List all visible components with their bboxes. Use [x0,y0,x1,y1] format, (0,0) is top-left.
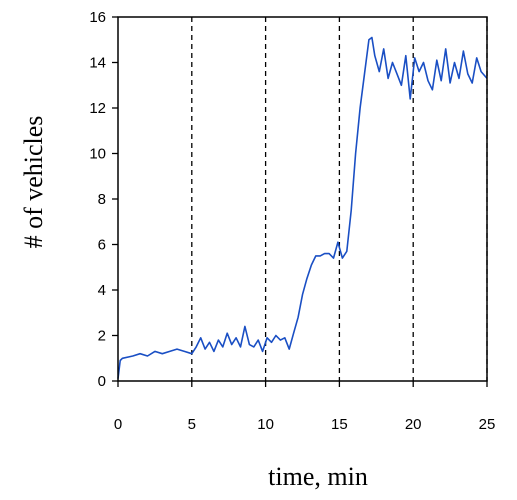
y-tick-label-0: 0 [98,373,106,390]
x-tick-label-5: 5 [188,416,196,433]
series-line [117,36,488,379]
x-axis-title: time, min [268,462,368,491]
plot-frame [117,16,488,382]
x-tick-label-15: 15 [331,416,348,433]
y-axis-ticks: 0 2 4 6 8 10 12 14 16 [89,9,118,390]
x-axis-ticks: 0 5 10 15 20 25 [114,381,496,433]
x-tick-label-25: 25 [479,416,496,433]
x-tick-label-10: 10 [257,416,274,433]
y-tick-label-8: 8 [98,191,106,208]
y-tick-label-14: 14 [89,55,106,72]
y-tick-label-2: 2 [98,328,106,345]
y-axis-title: # of vehicles [19,116,48,249]
y-tick-label-16: 16 [89,9,106,26]
y-tick-label-12: 12 [89,100,106,117]
y-tick-label-10: 10 [89,146,106,163]
x-tick-label-20: 20 [405,416,422,433]
y-tick-label-6: 6 [98,237,106,254]
y-tick-label-4: 4 [98,282,106,299]
x-tick-label-0: 0 [114,416,122,433]
